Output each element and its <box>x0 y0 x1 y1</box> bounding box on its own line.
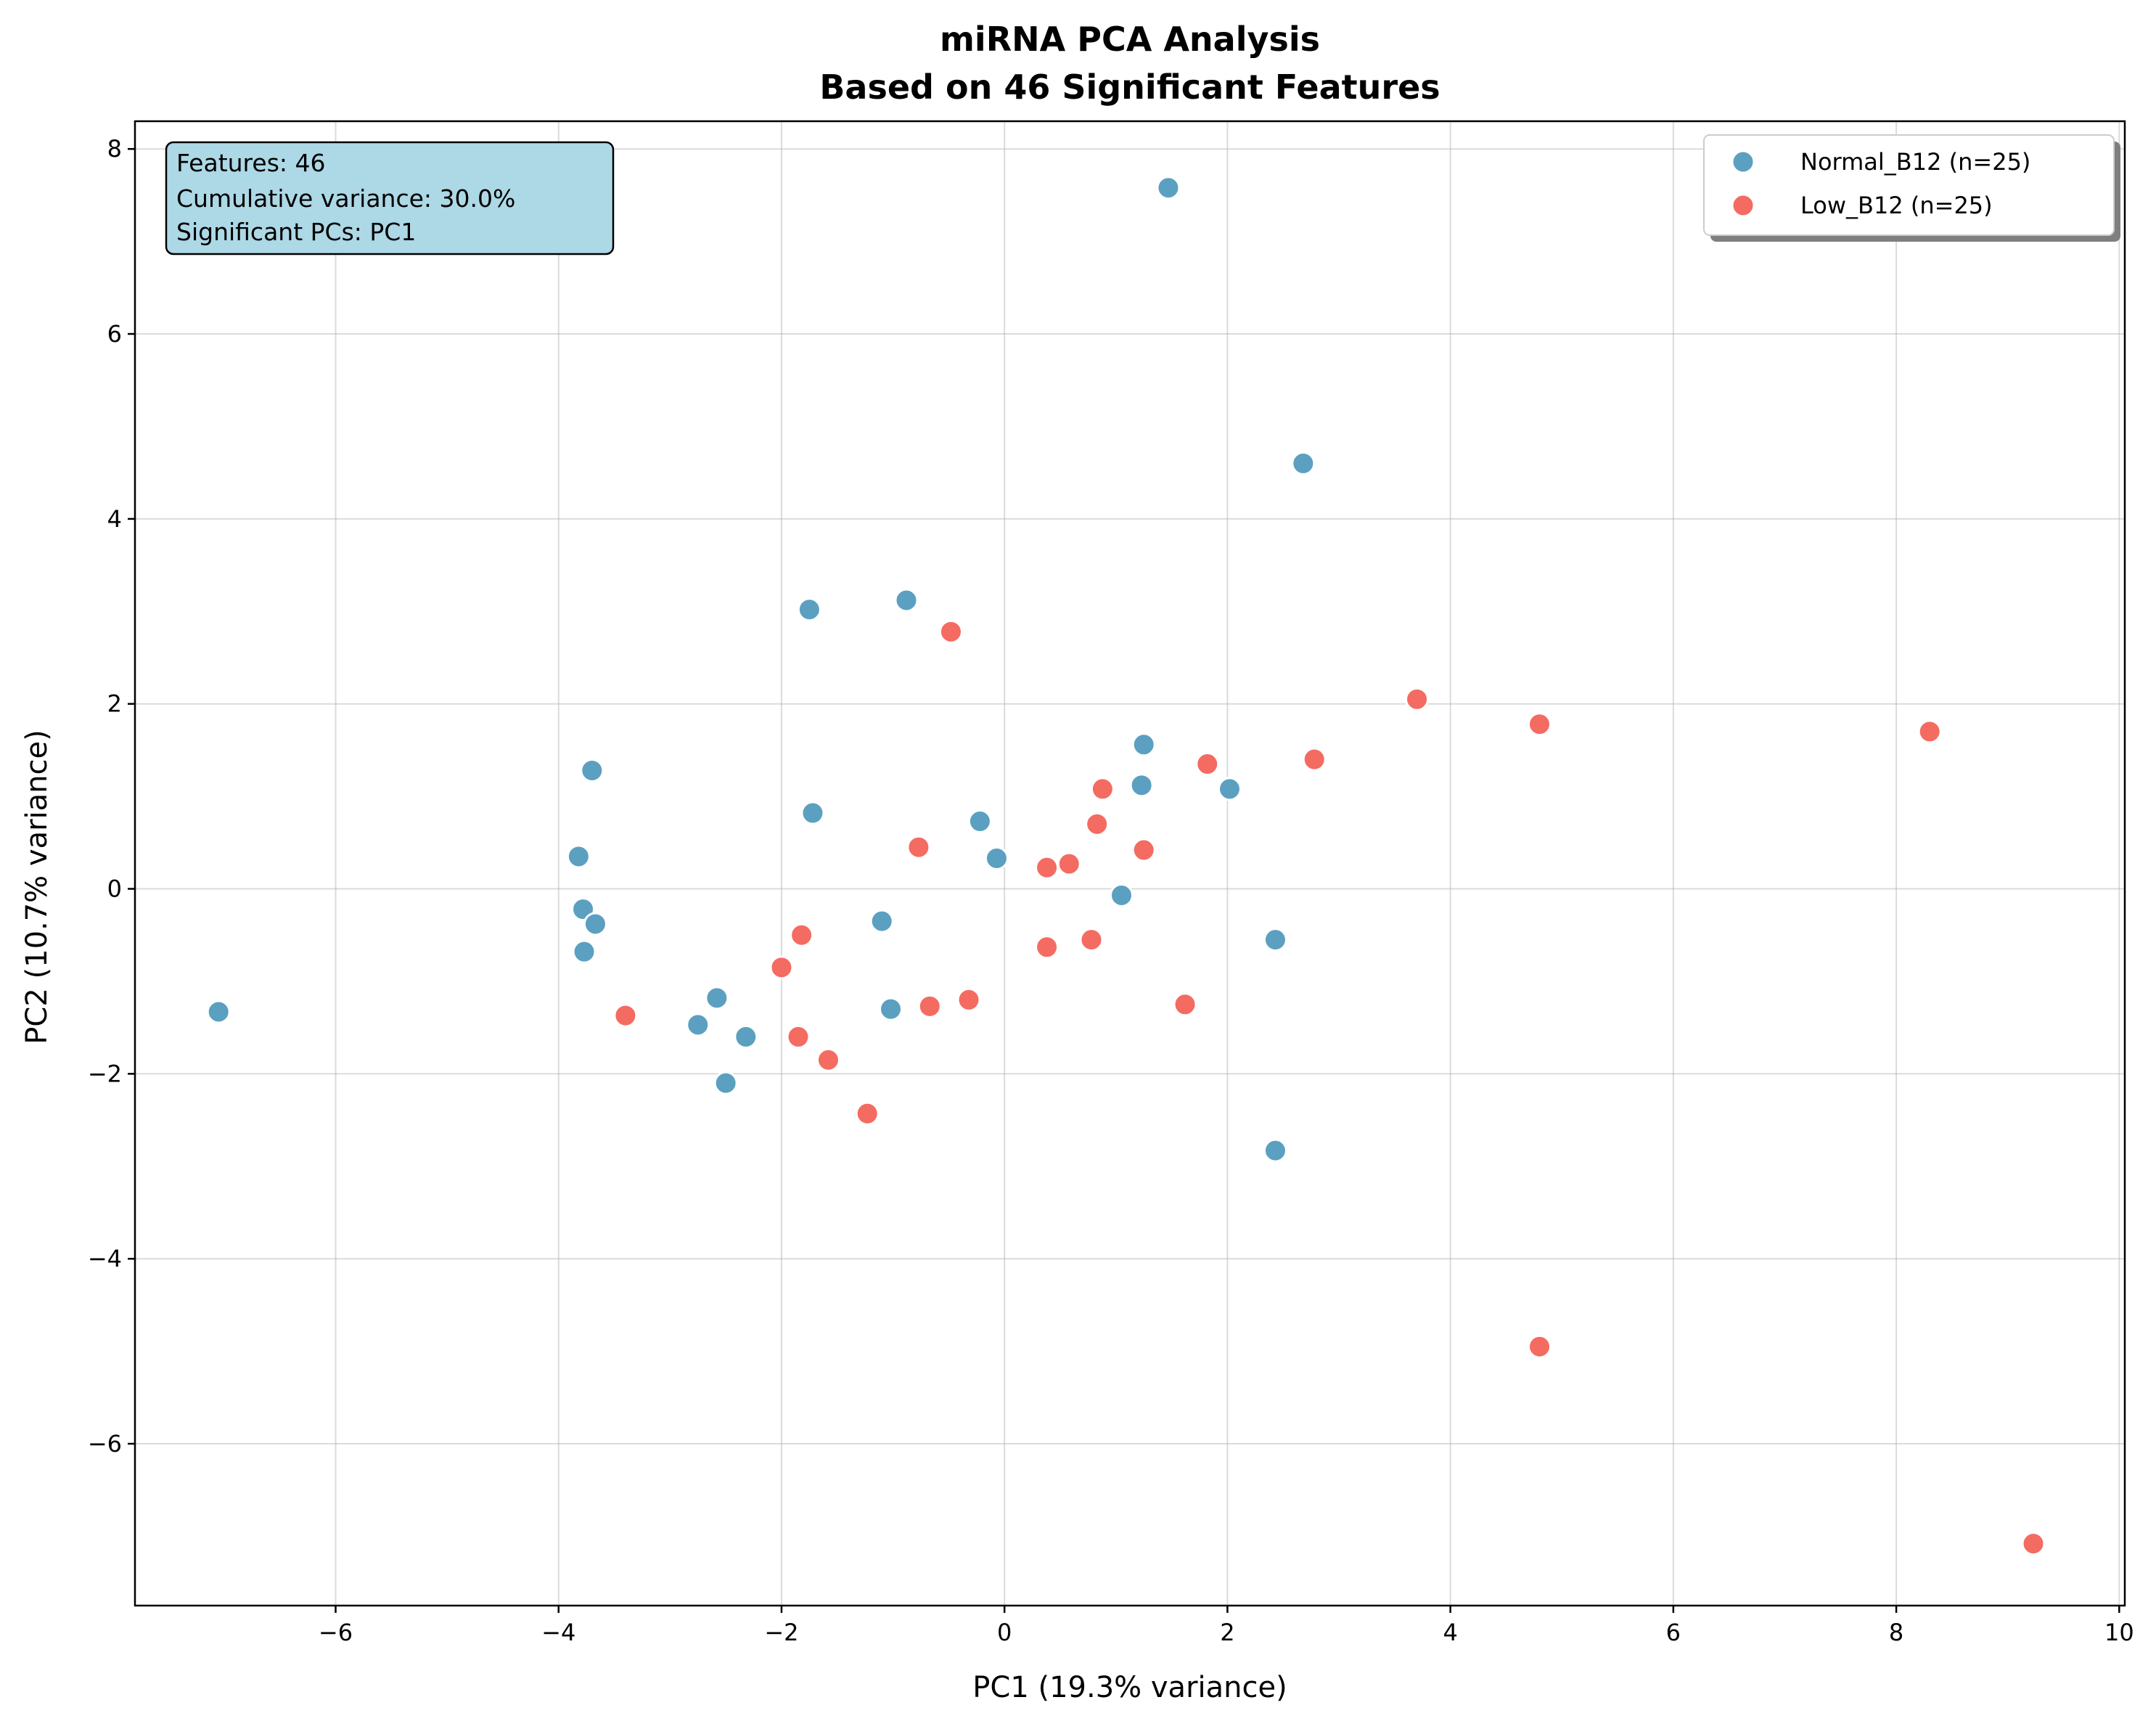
x-tick-label: 4 <box>1443 1619 1457 1646</box>
normal-b12-point <box>572 939 597 964</box>
legend-label-low-b12: Low_B12 (n=25) <box>1800 192 1993 219</box>
legend-label-normal-b12: Normal_B12 (n=25) <box>1800 148 2030 176</box>
low-b12-point <box>906 835 931 859</box>
info-box: Features: 46 Cumulative variance: 30.0% … <box>165 141 615 256</box>
low-b12-point <box>956 987 981 1012</box>
normal-b12-point <box>1131 732 1156 757</box>
low-b12-point <box>1131 838 1156 862</box>
y-tick-label: 4 <box>107 505 122 533</box>
x-tick-label: −2 <box>764 1619 798 1646</box>
normal-b12-point <box>1109 883 1134 907</box>
info-box-background <box>165 141 615 256</box>
low-b12-point <box>2021 1532 2046 1556</box>
low-b12-point <box>816 1047 840 1072</box>
normal-b12-point <box>894 588 919 613</box>
normal-b12-point <box>1129 773 1154 798</box>
normal-b12-point <box>1291 451 1316 475</box>
low-b12-point <box>1090 777 1115 801</box>
normal-b12-point <box>869 909 894 933</box>
info-box-line-variance: Cumulative variance: 30.0% <box>176 184 515 213</box>
normal-b12-point <box>967 809 992 834</box>
low-b12-point <box>1057 851 1081 876</box>
low-b12-point <box>1085 812 1110 836</box>
x-tick-label: −4 <box>541 1619 575 1646</box>
ticks-layer: −6 −4 −2 0 2 4 6 8 10 −6 −4 −2 0 2 4 6 8 <box>88 135 2134 1646</box>
x-tick-label: 0 <box>997 1619 1012 1646</box>
x-tick-label: −6 <box>319 1619 353 1646</box>
normal-b12-point <box>705 986 729 1010</box>
low-b12-point <box>613 1003 638 1028</box>
legend: Normal_B12 (n=25) Low_B12 (n=25) <box>1703 134 2120 242</box>
info-box-line-pcs: Significant PCs: PC1 <box>176 218 416 246</box>
low-b12-point <box>1173 992 1197 1017</box>
low-b12-point <box>1405 687 1430 711</box>
info-box-line-features: Features: 46 <box>176 149 326 177</box>
low-b12-point <box>1035 855 1059 880</box>
normal-b12-point <box>797 597 821 622</box>
low-b12-point <box>1917 719 1942 744</box>
legend-marker-normal-b12 <box>1731 150 1755 174</box>
chart-title-line-2: Based on 46 Significant Features <box>819 68 1440 107</box>
y-tick-label: 0 <box>107 875 122 903</box>
low-b12-point <box>790 923 814 947</box>
low-b12-point <box>1035 935 1059 960</box>
y-tick-label: −6 <box>88 1430 122 1458</box>
low-b12-point <box>1195 752 1220 777</box>
normal-b12-point <box>206 1000 231 1024</box>
normal-b12-point <box>1263 928 1287 952</box>
points-layer <box>206 176 2046 1556</box>
low-b12-point <box>1528 712 1552 737</box>
low-b12-point <box>917 994 942 1018</box>
low-b12-point <box>769 955 794 980</box>
low-b12-point <box>938 619 963 644</box>
x-tick-label: 8 <box>1889 1619 1903 1646</box>
normal-b12-point <box>1263 1138 1287 1163</box>
normal-b12-point <box>878 997 903 1021</box>
y-tick-label: 2 <box>107 690 122 718</box>
low-b12-point <box>1079 928 1104 952</box>
low-b12-point <box>786 1024 811 1049</box>
normal-b12-point <box>566 844 591 869</box>
legend-marker-low-b12 <box>1731 193 1755 218</box>
x-tick-label: 2 <box>1220 1619 1234 1646</box>
y-tick-label: 8 <box>107 135 122 163</box>
normal-b12-point <box>1217 777 1242 801</box>
y-tick-label: 6 <box>107 320 122 348</box>
normal-b12-point <box>583 912 607 936</box>
low-b12-point <box>1528 1334 1552 1359</box>
normal-b12-point <box>713 1071 738 1095</box>
y-tick-label: −4 <box>88 1245 122 1272</box>
low-b12-point <box>855 1101 880 1126</box>
plot-frame <box>134 120 2126 1607</box>
normal-b12-point <box>800 801 825 825</box>
chart-title-line-1: miRNA PCA Analysis <box>940 20 1320 59</box>
y-axis-label: PC2 (10.7% variance) <box>20 729 54 1044</box>
x-tick-label: 10 <box>2104 1619 2134 1646</box>
grid-layer <box>135 121 2125 1606</box>
normal-b12-point <box>580 758 604 782</box>
normal-b12-point <box>1156 176 1181 200</box>
normal-b12-point <box>984 846 1009 870</box>
y-tick-label: −2 <box>88 1060 122 1087</box>
normal-b12-point <box>734 1024 758 1049</box>
x-tick-label: 6 <box>1666 1619 1681 1646</box>
normal-b12-point <box>686 1013 710 1037</box>
legend-box <box>1703 134 2115 236</box>
x-axis-label: PC1 (19.3% variance) <box>972 1671 1287 1704</box>
low-b12-point <box>1302 747 1327 772</box>
